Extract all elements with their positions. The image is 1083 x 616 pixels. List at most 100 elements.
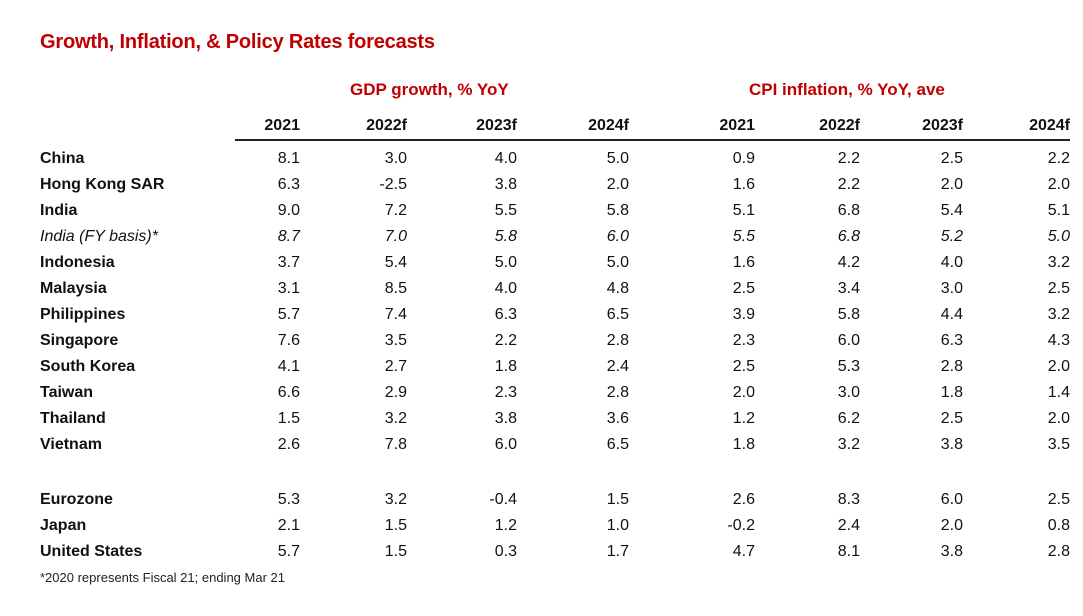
gdp-value-cell: 5.7	[277, 306, 300, 323]
gdp-value-cell: 6.3	[494, 306, 517, 323]
gdp-value-cell: 2.8	[606, 332, 629, 349]
cpi-value-cell: 5.5	[732, 228, 755, 245]
cpi-value-cell: 4.3	[1047, 332, 1070, 349]
col-gdp-2024f: 2024f	[517, 113, 629, 141]
cpi-value-cell: 2.5	[1047, 280, 1070, 297]
cpi-value-cell: 3.9	[732, 306, 755, 323]
table-row: Vietnam 2.6 7.8 6.0 6.5 1.8 3.2 3.8 3.5	[40, 432, 1070, 458]
cpi-value-cell: 6.2	[837, 410, 860, 427]
cpi-value-cell: 3.0	[837, 384, 860, 401]
gdp-value-cell: 9.0	[277, 202, 300, 219]
gdp-value-cell: 5.0	[494, 254, 517, 271]
cpi-value-cell: 2.4	[837, 517, 860, 534]
table-row: India (FY basis)* 8.7 7.0 5.8 6.0 5.5 6.8 5.2 5.…	[40, 224, 1070, 250]
cpi-group-header: CPI inflation, % YoY, ave	[749, 80, 945, 99]
gdp-value-cell: 4.1	[277, 358, 300, 375]
table-row: United States 5.7 1.5 0.3 1.7 4.7 8.1 3.8 2.8	[40, 539, 1070, 565]
gdp-value-cell: 7.2	[384, 202, 407, 219]
cpi-value-cell: 5.0	[1047, 228, 1070, 245]
country-label: China	[40, 149, 85, 167]
table-row: China 8.1 3.0 4.0 5.0 0.9 2.2 2.5 2.2	[40, 140, 1070, 172]
gdp-value-cell: 5.0	[606, 254, 629, 271]
cpi-value-cell: 5.1	[1047, 202, 1070, 219]
gdp-value-cell: -2.5	[379, 176, 407, 193]
gdp-value-cell: 3.8	[494, 410, 517, 427]
gdp-value-cell: 2.1	[277, 517, 300, 534]
gdp-value-cell: 5.3	[277, 491, 300, 508]
cpi-value-cell: 1.4	[1047, 384, 1070, 401]
gdp-value-cell: 6.5	[606, 436, 629, 453]
gdp-value-cell: 3.6	[606, 410, 629, 427]
cpi-value-cell: 5.8	[837, 306, 860, 323]
cpi-value-cell: 5.2	[940, 228, 963, 245]
gdp-value-cell: 8.7	[277, 228, 300, 245]
gdp-value-cell: 5.8	[606, 202, 629, 219]
gdp-value-cell: 4.0	[494, 280, 517, 297]
gdp-value-cell: 4.0	[494, 150, 517, 167]
gdp-value-cell: 1.7	[606, 543, 629, 560]
cpi-value-cell: 6.8	[837, 228, 860, 245]
gdp-value-cell: 1.5	[277, 410, 300, 427]
cpi-value-cell: 0.8	[1047, 517, 1070, 534]
cpi-value-cell: 8.3	[837, 491, 860, 508]
gdp-value-cell: 6.5	[606, 306, 629, 323]
cpi-value-cell: 2.5	[940, 410, 963, 427]
gdp-value-cell: 2.2	[494, 332, 517, 349]
cpi-value-cell: 5.4	[940, 202, 963, 219]
table-row: Indonesia 3.7 5.4 5.0 5.0 1.6 4.2 4.0 3.2	[40, 250, 1070, 276]
table-row: Malaysia 3.1 8.5 4.0 4.8 2.5 3.4 3.0 2.5	[40, 276, 1070, 302]
gdp-value-cell: 8.1	[277, 150, 300, 167]
gdp-value-cell: 1.5	[384, 517, 407, 534]
gdp-value-cell: 3.2	[384, 410, 407, 427]
cpi-value-cell: 0.9	[732, 150, 755, 167]
cpi-value-cell: 4.0	[940, 254, 963, 271]
cpi-value-cell: 5.1	[732, 202, 755, 219]
page-title: Growth, Inflation, & Policy Rates foreca…	[40, 31, 435, 53]
cpi-value-cell: 2.0	[1047, 358, 1070, 375]
country-label: Japan	[40, 517, 87, 534]
country-label: Singapore	[40, 332, 119, 349]
country-label: Indonesia	[40, 254, 115, 271]
gdp-value-cell: 2.4	[606, 358, 629, 375]
col-cpi-2021: 2021	[629, 113, 757, 141]
gdp-value-cell: 2.6	[277, 436, 300, 453]
gdp-value-cell: 7.4	[384, 306, 407, 323]
cpi-value-cell: 6.0	[940, 491, 963, 508]
country-label: Taiwan	[40, 384, 94, 401]
cpi-value-cell: 3.2	[1047, 254, 1070, 271]
country-label: Philippines	[40, 306, 126, 323]
cpi-value-cell: 2.0	[940, 176, 963, 193]
gdp-value-cell: 7.8	[384, 436, 407, 453]
cpi-value-cell: 3.8	[940, 436, 963, 453]
country-label: India	[40, 202, 78, 219]
table-row: Thailand 1.5 3.2 3.8 3.6 1.2 6.2 2.5 2.0	[40, 406, 1070, 432]
gdp-value-cell: 3.5	[384, 332, 407, 349]
cpi-value-cell: -0.2	[727, 517, 755, 534]
cpi-value-cell: 2.2	[837, 176, 860, 193]
gdp-value-cell: 1.2	[494, 517, 517, 534]
country-label: Thailand	[40, 410, 106, 427]
col-gdp-2022f: 2022f	[302, 113, 407, 141]
table-row: South Korea 4.1 2.7 1.8 2.4 2.5 5.3 2.8 2.0	[40, 354, 1070, 380]
table-row: Japan 2.1 1.5 1.2 1.0 -0.2 2.4 2.0 0.8	[40, 513, 1070, 539]
cpi-value-cell: 2.0	[732, 384, 755, 401]
gdp-value-cell: 7.0	[384, 228, 407, 245]
cpi-value-cell: 2.0	[1047, 410, 1070, 427]
gdp-value-cell: 3.1	[277, 280, 300, 297]
gdp-value-cell: 5.8	[494, 228, 517, 245]
country-column-header	[40, 113, 235, 140]
cpi-value-cell: 3.8	[940, 543, 963, 560]
table-row: Hong Kong SAR 6.3 -2.5 3.8 2.0 1.6 2.2 2.0 2.0	[40, 172, 1070, 198]
gdp-value-cell: 2.8	[606, 384, 629, 401]
gdp-value-cell: 5.7	[277, 543, 300, 560]
gdp-value-cell: 7.6	[277, 332, 300, 349]
gdp-value-cell: 5.4	[384, 254, 407, 271]
gdp-value-cell: 2.9	[384, 384, 407, 401]
cpi-value-cell: 2.2	[1047, 150, 1070, 167]
cpi-value-cell: 2.8	[940, 358, 963, 375]
footnote: *2020 represents Fiscal 21; ending Mar 2…	[40, 570, 285, 585]
gdp-value-cell: 3.8	[494, 176, 517, 193]
gdp-value-cell: 2.7	[384, 358, 407, 375]
gdp-value-cell: 6.6	[277, 384, 300, 401]
gdp-value-cell: 1.5	[606, 491, 629, 508]
